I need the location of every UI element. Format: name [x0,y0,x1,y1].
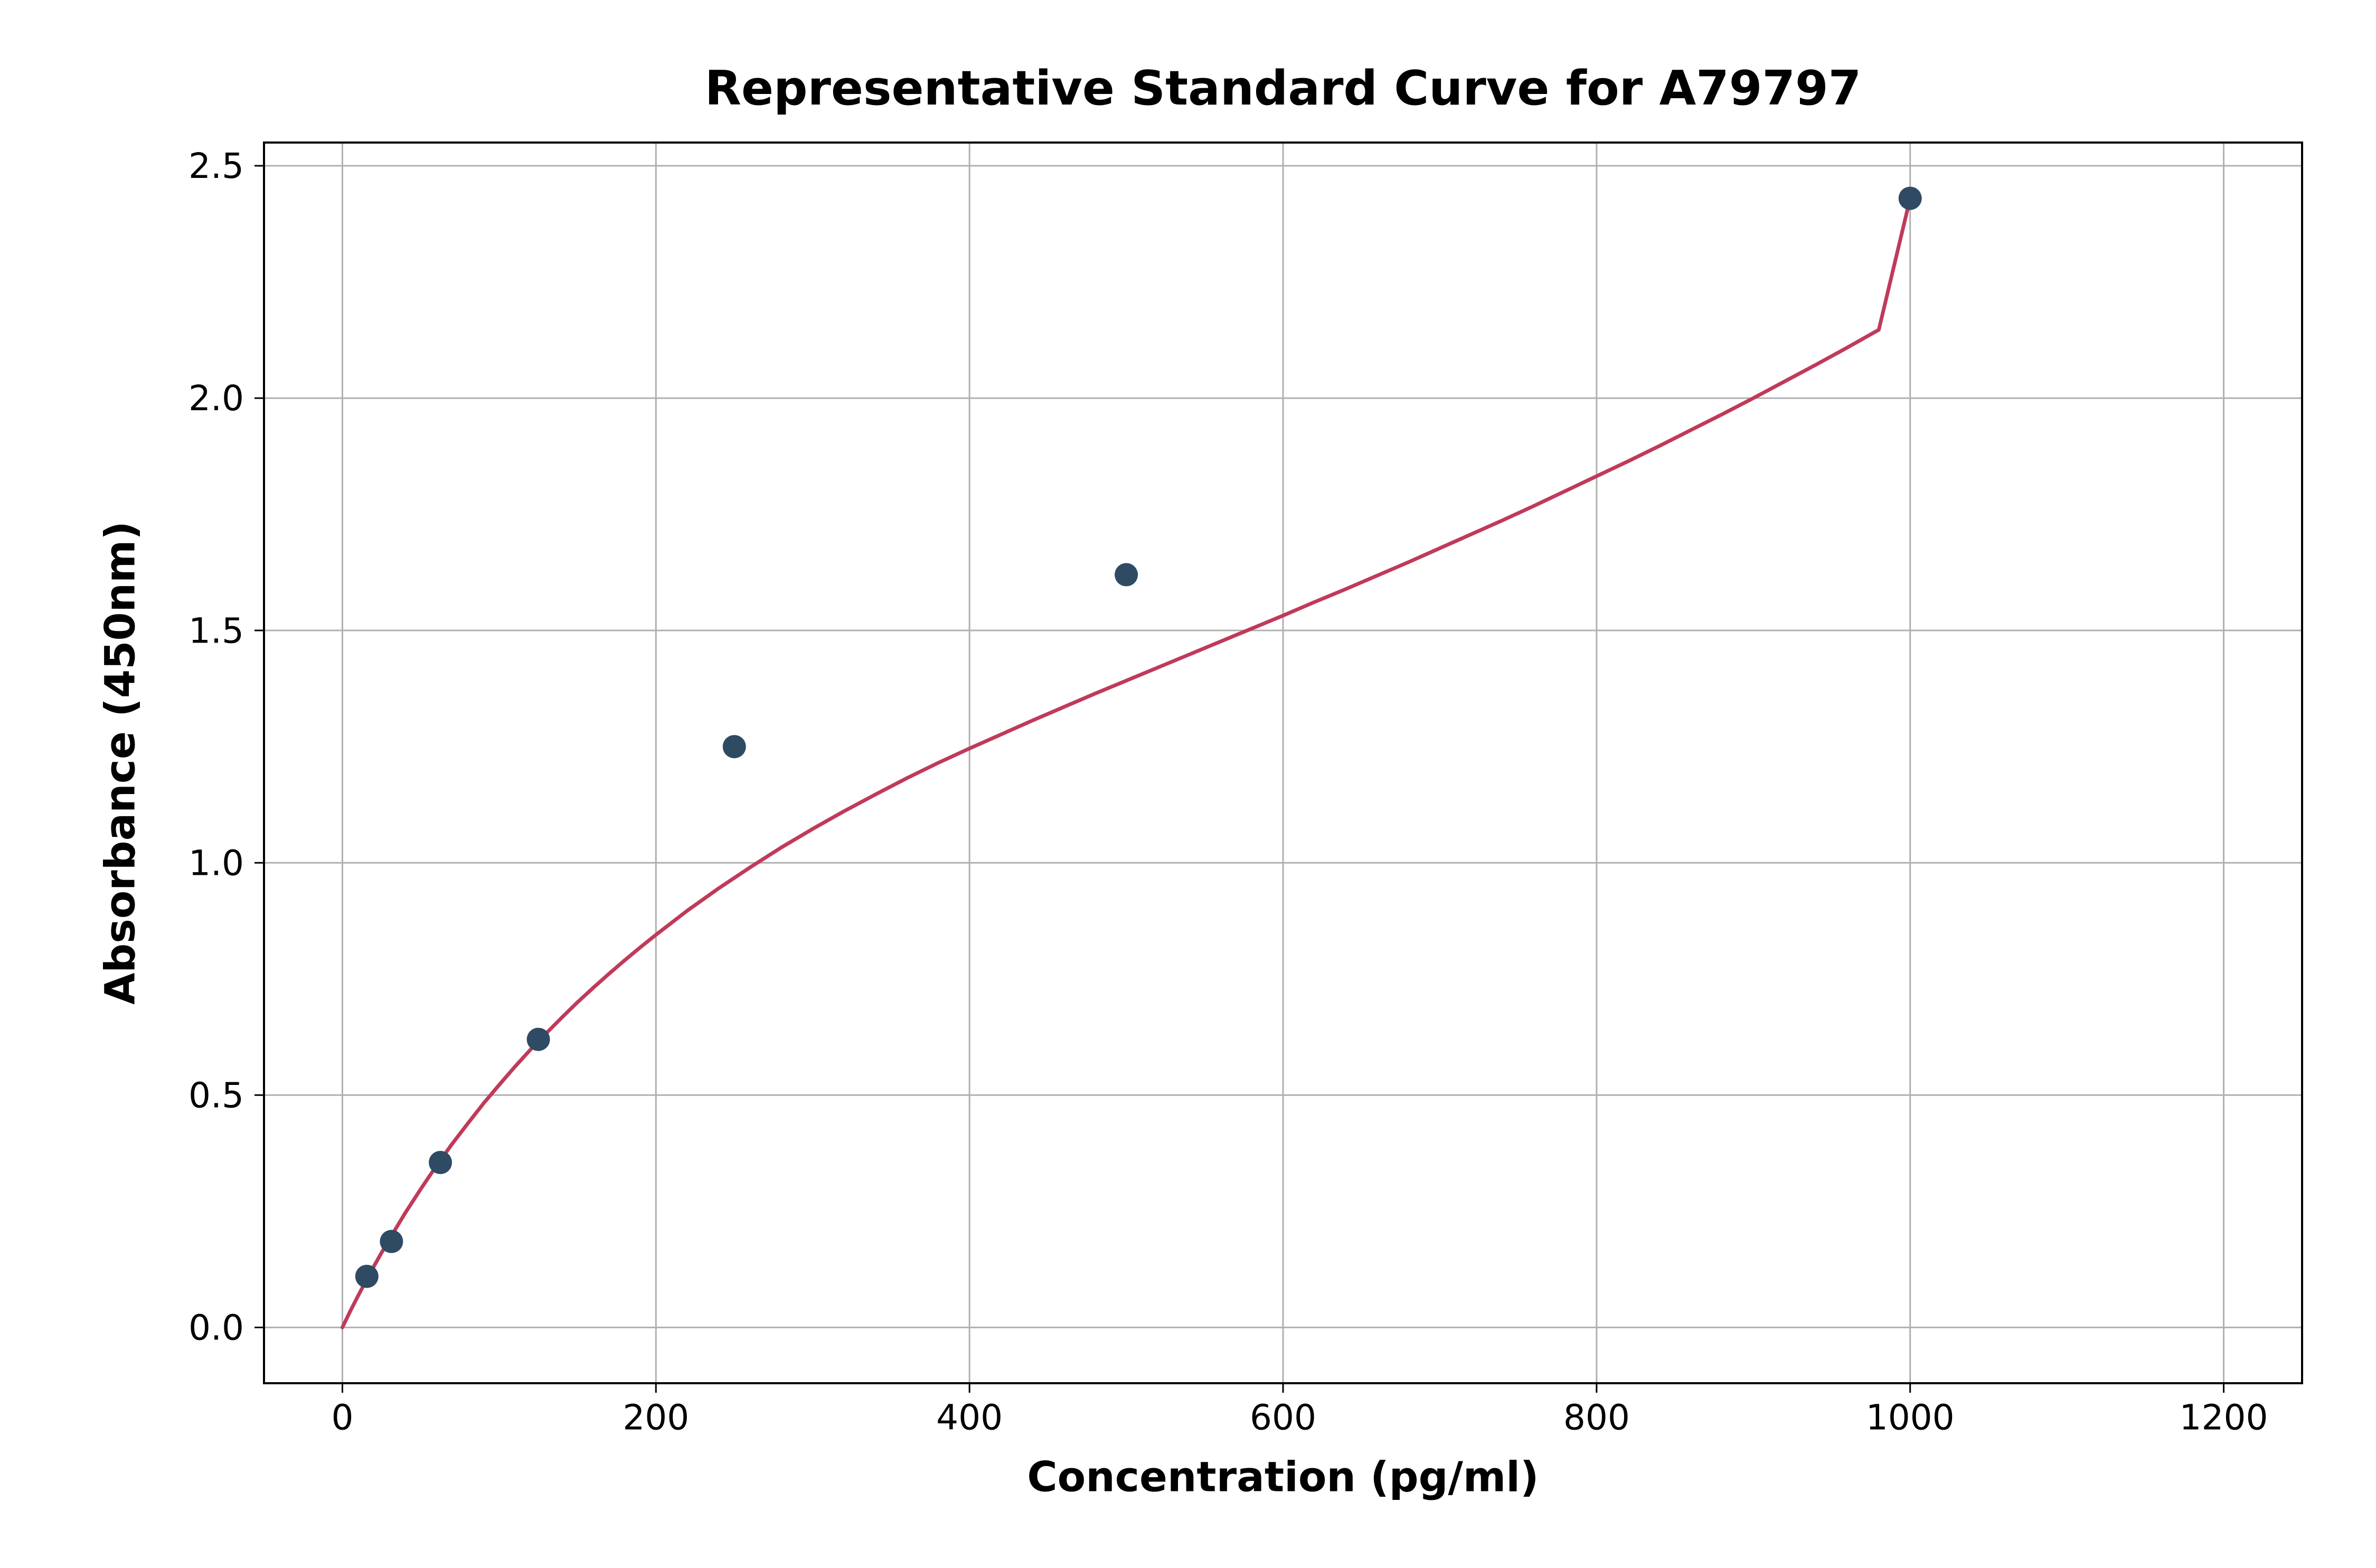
y-tick-label: 2.0 [188,378,244,419]
x-tick-label: 800 [1563,1397,1630,1438]
x-tick-label: 0 [331,1397,353,1438]
y-tick-label: 0.5 [188,1075,244,1116]
data-point [380,1230,403,1253]
x-axis-label-svg: Concentration (pg/ml) [1027,1453,1539,1501]
y-tick-label: 1.0 [188,843,244,883]
y-axis-label-svg: Absorbance (450nm) [97,521,144,1005]
data-point [429,1151,452,1174]
x-tick-label: 200 [623,1397,689,1438]
x-tick-label: 600 [1250,1397,1316,1438]
standard-curve-chart: 0 200 400 600 800 1000 1200 0.0 0.5 1.0 1.5 2.0 2.5 C… [0,0,2376,1568]
data-point [527,1028,550,1051]
chart-title-svg: Representative Standard Curve for A79797 [705,61,1862,116]
y-tick-label: 2.5 [188,146,244,186]
y-tick-label: 1.5 [188,610,244,651]
y-tick-label: 0.0 [188,1307,244,1348]
data-point [1899,187,1922,210]
x-tick-label: 1200 [2180,1397,2268,1438]
data-point [1115,563,1138,587]
x-tick-label: 1000 [1866,1397,1955,1438]
x-tick-label: 400 [936,1397,1003,1438]
data-point [723,735,746,758]
data-point [355,1265,379,1288]
chart-container: { "chart": { "type": "scatter-with-curve… [0,0,2376,1568]
